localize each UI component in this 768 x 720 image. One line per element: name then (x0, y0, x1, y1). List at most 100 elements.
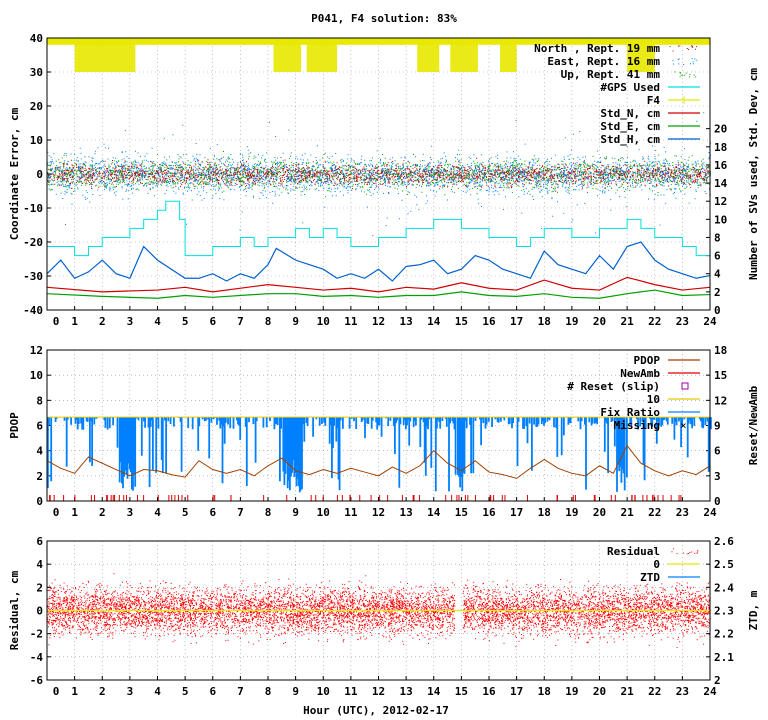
x-tick-label: 1 (71, 315, 78, 328)
y-tick-label: 10 (30, 369, 43, 382)
series-north-points (47, 157, 711, 192)
y-tick-label: 20 (30, 100, 43, 113)
legend-sample-up (689, 76, 691, 78)
legend-sample-reset (681, 382, 689, 390)
legend-sample-north (677, 45, 679, 47)
y2-tick-label: 6 (714, 445, 721, 458)
legend-label-north: North , Rept. 19 mm (534, 42, 660, 55)
y-tick-label: -2 (30, 628, 43, 641)
x-tick-label: 19 (565, 315, 578, 328)
legend-sample-east (692, 61, 694, 63)
x-tick-label: 6 (209, 685, 216, 698)
y-tick-label: -6 (30, 674, 44, 687)
y-tick-label: 6 (36, 535, 43, 548)
x-tick-label: 2 (99, 685, 106, 698)
y2-tick-label: 0 (714, 495, 721, 508)
legend-label-ztd: ZTD (640, 571, 660, 584)
f4-block (450, 38, 478, 72)
y2-tick-label: 10 (714, 213, 727, 226)
x-tick-label: 24 (703, 506, 717, 519)
series-pdop (46, 444, 711, 479)
legend-sample-residual (689, 552, 691, 554)
plot-frame (46, 349, 711, 502)
y-tick-label: 30 (30, 66, 43, 79)
legend-label-std_e: Std_E, cm (600, 120, 660, 133)
x-tick-label: 12 (372, 315, 385, 328)
f4-block (417, 38, 440, 72)
series-std-h (46, 241, 711, 282)
x-tick-label: 11 (344, 685, 358, 698)
x-tick-label: 23 (676, 315, 689, 328)
x-tick-label: 8 (265, 315, 272, 328)
y2-tick-label: 2.3 (714, 605, 734, 618)
y-tick-label: -10 (23, 202, 43, 215)
legend-sample-residual (676, 553, 678, 555)
x-tick-label: 16 (482, 506, 496, 519)
fix-ratio-bars (47, 417, 712, 493)
legend-sample-north (672, 50, 674, 52)
y-tick-label: 0 (36, 605, 43, 618)
x-tick-label: 8 (265, 685, 272, 698)
y-axis-label: PDOP (8, 412, 21, 439)
legend-sample-up (679, 76, 681, 78)
x-tick-label: 20 (593, 685, 606, 698)
y2-tick-label: 0 (714, 304, 721, 317)
legend-sample-east (678, 63, 680, 65)
legend-sample-residual (696, 552, 698, 554)
legend-sample-residual (694, 552, 696, 554)
x-tick-label: 19 (565, 506, 578, 519)
y2-tick-label: 2.2 (714, 628, 734, 641)
legend-sample-east (696, 59, 698, 61)
x-tick-label: 13 (400, 506, 413, 519)
legend-label-std_n: Std_N, cm (600, 107, 660, 120)
x-tick-label: 7 (237, 506, 244, 519)
y-tick-label: 6 (36, 420, 43, 433)
series-fix-ratio (47, 417, 712, 493)
series-f4 (47, 38, 710, 72)
legend-sample-residual (673, 548, 675, 550)
y-tick-label: 40 (30, 32, 43, 45)
plot-frame (46, 540, 711, 681)
legend-sample-up (679, 72, 681, 74)
y-tick-label: 2 (36, 581, 43, 594)
legend-sample-up (695, 76, 697, 78)
legend-sample-north (696, 46, 698, 48)
x-tick-label: 7 (237, 315, 244, 328)
x-tick-label: 10 (317, 315, 330, 328)
y-tick-label: 2 (36, 470, 43, 483)
chart-title: P041, F4 solution: 83% (311, 12, 457, 25)
y2-axis-label: Reset/NewAmb (747, 385, 760, 465)
y2-tick-label: 15 (714, 369, 727, 382)
x-tick-label: 1 (71, 685, 78, 698)
f4-block (74, 38, 136, 72)
y2-tick-label: 3 (714, 470, 721, 483)
x-tick-label: 4 (154, 685, 161, 698)
x-tick-label: 20 (593, 506, 606, 519)
x-tick-label: 2 (99, 315, 106, 328)
f4-band (47, 38, 710, 45)
y2-tick-label: 12 (714, 195, 727, 208)
series-std-e (46, 289, 711, 299)
x-tick-label: 9 (292, 315, 299, 328)
legend-label-f4: F4 (647, 94, 661, 107)
legend-sample-east (677, 58, 679, 60)
x-tick-label: 3 (127, 685, 134, 698)
x-tick-label: 14 (427, 315, 441, 328)
f4-block (306, 38, 338, 72)
x-tick-label: 3 (127, 315, 134, 328)
legend-sample-east (683, 63, 685, 65)
legend-sample-east (692, 63, 694, 65)
x-tick-label: 2 (99, 506, 106, 519)
y2-tick-label: 2 (714, 674, 721, 687)
x-tick-label: 0 (53, 315, 60, 328)
x-tick-label: 4 (154, 506, 161, 519)
x-tick-label: 22 (648, 685, 661, 698)
x-tick-label: 0 (53, 685, 60, 698)
x-tick-label: 5 (182, 506, 189, 519)
y-tick-label: 12 (30, 344, 43, 357)
x-tick-label: 1 (71, 506, 78, 519)
y2-tick-label: 4 (714, 268, 721, 281)
legend-sample-east (690, 63, 692, 65)
legend-label-missing: Missing (614, 419, 660, 432)
